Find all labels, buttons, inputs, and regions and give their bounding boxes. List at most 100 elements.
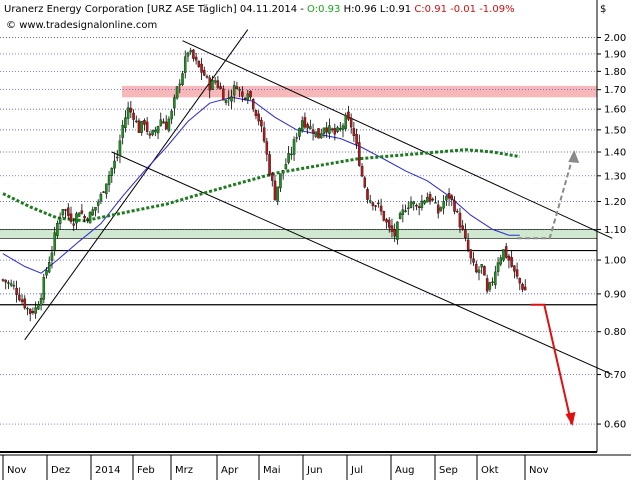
candle-body bbox=[488, 282, 492, 290]
target-down-path bbox=[530, 303, 573, 425]
candle-body bbox=[107, 175, 111, 185]
change-percent: -1.09% bbox=[479, 4, 515, 15]
candle-body bbox=[404, 210, 407, 212]
candle-body bbox=[341, 125, 345, 130]
candle-body bbox=[145, 121, 149, 132]
moving-average-short bbox=[2, 96, 520, 274]
candle-body bbox=[34, 307, 37, 314]
candle-body bbox=[349, 117, 353, 128]
candle-body bbox=[7, 282, 10, 284]
candle-body bbox=[339, 128, 342, 130]
candle-body bbox=[105, 183, 108, 194]
candle-body bbox=[401, 209, 405, 215]
x-tick-label: Nov bbox=[7, 465, 27, 476]
candle-body bbox=[132, 112, 135, 120]
x-tick-label: Okt bbox=[481, 465, 499, 476]
candle-body bbox=[91, 209, 95, 216]
y-tick-label: 0.70 bbox=[604, 370, 626, 381]
candle-body bbox=[311, 129, 315, 134]
x-tick-label: Mai bbox=[263, 465, 281, 476]
x-tick-label: 2014 bbox=[95, 465, 120, 476]
candle-body bbox=[178, 83, 182, 86]
candle-body bbox=[300, 120, 304, 131]
support-zone bbox=[0, 229, 597, 239]
candle-body bbox=[96, 201, 100, 206]
candle-body bbox=[510, 257, 513, 267]
candle-body bbox=[203, 70, 206, 76]
candle-body bbox=[371, 202, 375, 206]
candle-body bbox=[355, 134, 358, 145]
y-tick-label: 1.50 bbox=[604, 125, 626, 136]
candle-body bbox=[175, 86, 179, 99]
x-tick-label: Sep bbox=[439, 465, 458, 476]
candle-body bbox=[189, 50, 192, 53]
website-watermark: © www.tradesignalonline.com bbox=[6, 20, 157, 31]
candle-body bbox=[398, 213, 402, 220]
candle-body bbox=[86, 218, 89, 221]
candle-body bbox=[507, 255, 511, 261]
candle-body bbox=[99, 193, 103, 202]
candle-body bbox=[390, 225, 394, 232]
change-value: -0.01 bbox=[450, 4, 477, 15]
candle-body bbox=[115, 156, 119, 159]
candle-body bbox=[69, 213, 73, 222]
candle-body bbox=[458, 212, 462, 228]
x-tick-label: Dez bbox=[51, 465, 70, 476]
high-value: H:0.96 bbox=[343, 4, 377, 15]
candle-body bbox=[387, 219, 391, 228]
candle-body bbox=[167, 118, 171, 131]
y-tick-label: 1.10 bbox=[604, 225, 626, 236]
target-down-arrow-icon bbox=[565, 412, 576, 427]
candle-body bbox=[39, 298, 43, 306]
candle-body bbox=[151, 130, 154, 136]
candle-body bbox=[295, 137, 299, 139]
candle-body bbox=[249, 90, 252, 98]
candle-body bbox=[368, 200, 372, 203]
candle-body bbox=[88, 212, 92, 224]
target-up-path bbox=[517, 151, 576, 240]
candle-body bbox=[428, 194, 432, 202]
y-tick-label: 0.60 bbox=[604, 420, 626, 431]
candle-body bbox=[292, 139, 296, 155]
candle-body bbox=[265, 141, 269, 155]
candle-body bbox=[28, 308, 32, 314]
candle-body bbox=[56, 222, 59, 236]
candle-body bbox=[431, 198, 435, 201]
candle-body bbox=[377, 202, 380, 205]
candle-body bbox=[154, 129, 157, 133]
candle-body bbox=[385, 219, 388, 223]
candle-body bbox=[466, 239, 470, 251]
candle-body bbox=[211, 79, 214, 90]
candle-body bbox=[260, 119, 263, 127]
candle-body bbox=[485, 278, 489, 292]
candle-body bbox=[205, 76, 209, 78]
candle-body bbox=[317, 128, 320, 139]
candle-body bbox=[363, 177, 367, 188]
candle-body bbox=[472, 258, 475, 263]
candle-body bbox=[181, 73, 184, 86]
candle-body bbox=[423, 200, 426, 204]
candle-body bbox=[502, 249, 505, 261]
candle-body bbox=[382, 211, 386, 221]
y-tick-label: 1.40 bbox=[604, 148, 626, 159]
candle-body bbox=[322, 127, 326, 134]
candle-body bbox=[523, 286, 527, 291]
x-tick-label: Aug bbox=[395, 465, 415, 476]
candle-body bbox=[513, 265, 516, 272]
candle-body bbox=[262, 127, 266, 142]
candle-body bbox=[298, 128, 301, 137]
candle-body bbox=[4, 279, 7, 283]
candle-body bbox=[110, 168, 114, 176]
y-tick-label: 1.20 bbox=[604, 197, 626, 208]
candle-body bbox=[42, 277, 46, 300]
candle-body bbox=[420, 200, 424, 208]
candle-body bbox=[219, 86, 222, 89]
candle-body bbox=[417, 206, 421, 209]
copyright-icon: © bbox=[6, 20, 16, 31]
open-value: O:0.93 bbox=[307, 4, 341, 15]
candle-body bbox=[170, 110, 173, 120]
candle-body bbox=[483, 266, 486, 276]
candle-body bbox=[330, 128, 334, 131]
quote-date: 04.11.2014 bbox=[239, 4, 298, 15]
candle-body bbox=[281, 170, 285, 174]
